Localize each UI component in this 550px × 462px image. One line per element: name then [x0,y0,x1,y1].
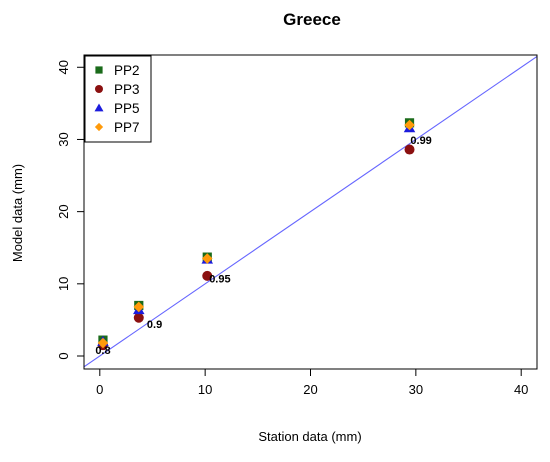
data-point-pp7 [133,301,145,313]
reference-line [84,55,537,368]
x-axis-label: Station data (mm) [258,429,361,444]
annotation-label: 0.99 [410,135,431,147]
y-tick-label: 0 [56,352,71,359]
annotation-label: 0.95 [209,273,230,285]
legend-label: PP5 [114,101,140,116]
y-tick-label: 30 [56,132,71,146]
data-point-pp3 [404,144,415,155]
y-tick-label: 10 [56,277,71,291]
x-tick-label: 10 [198,382,212,397]
y-tick-label: 20 [56,204,71,218]
legend-marker-pp5 [94,103,104,112]
legend-label: PP2 [114,63,140,78]
x-tick-label: 30 [409,382,423,397]
chart-title: Greece [283,10,341,29]
data-point-pp3 [133,312,144,323]
data-point-pp7 [97,337,109,349]
data-point-pp7 [201,253,213,264]
legend-marker-pp2 [95,66,103,74]
legend-label: PP7 [114,120,140,135]
x-tick-label: 0 [96,382,103,397]
data-point-pp3 [202,270,213,281]
plot-area: 0 10 20 30 40 0 10 20 30 40 0.8 0.9 0.95 0.99 PP2 PP3 PP… [56,54,538,397]
x-tick-label: 40 [514,382,528,397]
y-tick-label: 40 [56,60,71,74]
legend-label: PP3 [114,82,140,97]
annotation-label: 0.8 [95,345,110,357]
annotation-label: 0.9 [147,319,162,331]
y-axis-label: Model data (mm) [10,164,25,262]
legend-marker-pp7 [94,122,104,132]
x-tick-label: 20 [303,382,317,397]
data-point-pp7 [404,119,415,131]
legend-marker-pp3 [95,85,103,93]
